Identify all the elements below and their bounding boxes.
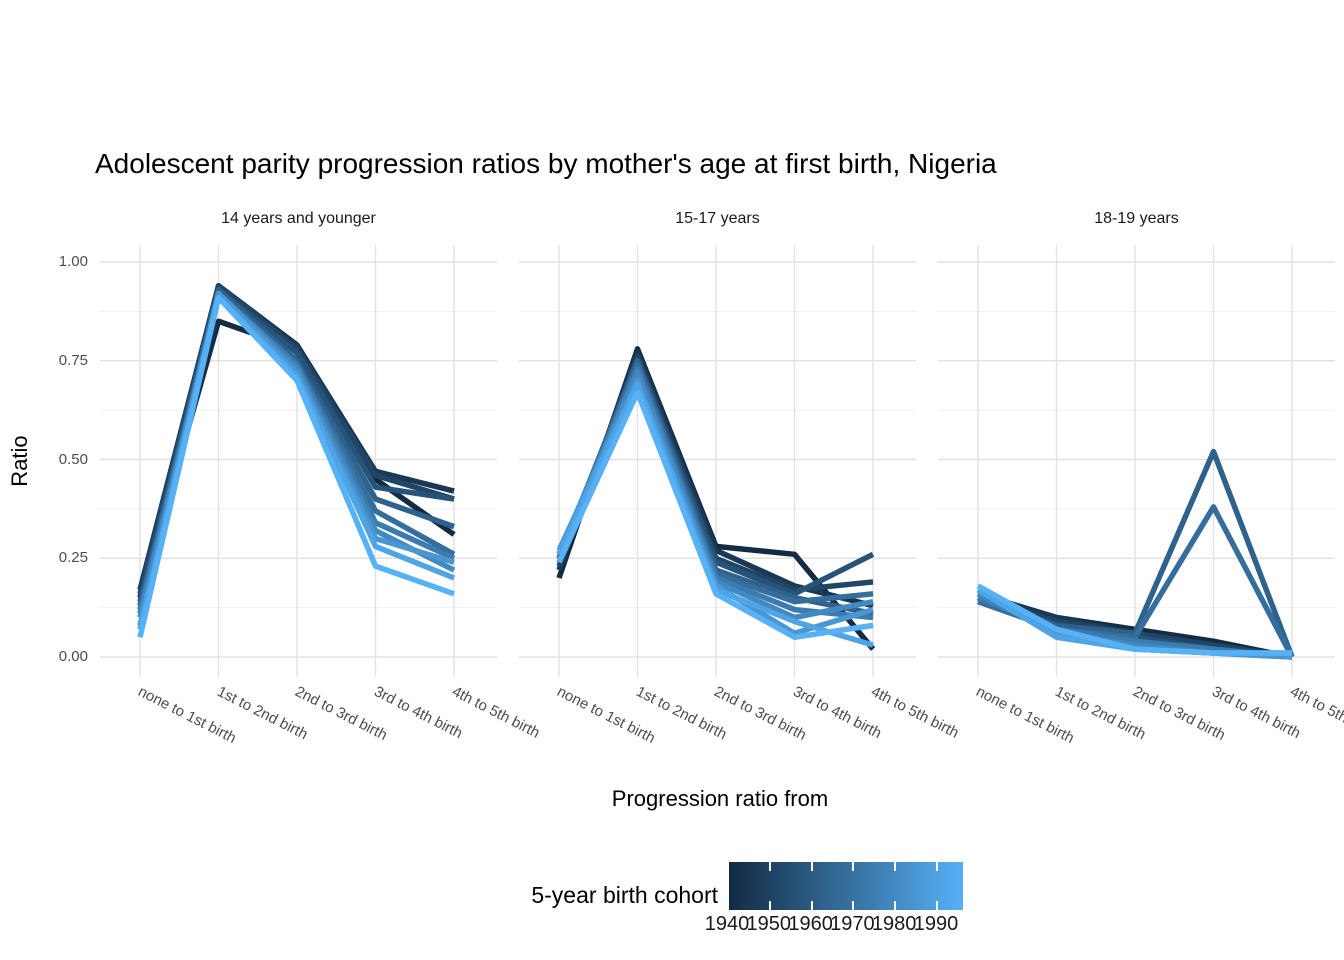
legend-tick-mark (894, 862, 897, 871)
x-tick-label: 4th to 5th birth (449, 683, 543, 742)
chart-title: Adolescent parity progression ratios by … (95, 148, 997, 179)
legend-tick-mark (852, 901, 855, 910)
y-tick-label: 0.75 (58, 351, 88, 369)
legend-tick-label: 1940 (704, 913, 750, 935)
legend-tick-mark (810, 862, 813, 871)
legend-tick-label: 1980 (871, 913, 917, 935)
legend-tick-label: 1950 (746, 913, 792, 935)
cohort-line-1990 (976, 583, 1292, 656)
facet-strip-label: 15-17 years (675, 210, 760, 227)
cohort-line-1990 (137, 294, 455, 638)
facet-strip-label: 18-19 years (1094, 210, 1179, 227)
y-tick-label: 0.25 (58, 549, 88, 567)
legend-tick-mark (768, 862, 771, 871)
y-tick-label: 1.00 (58, 253, 88, 270)
facet-panel (519, 245, 916, 677)
legend-colorbar (729, 862, 963, 910)
y-tick-label: 0.00 (58, 648, 88, 665)
facet-panel (100, 245, 497, 677)
facet-panel (938, 245, 1335, 677)
y-tick-label: 0.50 (58, 450, 88, 468)
legend-tick-mark (936, 862, 938, 871)
legend-tick-label: 1990 (913, 913, 959, 935)
legend-title: 5-year birth cohort (531, 882, 718, 908)
legend-tick-mark (852, 862, 855, 871)
legend-tick-mark (810, 901, 813, 910)
legend-tick-mark (894, 901, 897, 910)
y-axis-title: Ratio (7, 435, 32, 487)
x-axis-title: Progression ratio from (611, 786, 829, 811)
legend-tick-mark (768, 901, 771, 910)
legend-tick-label: 1970 (830, 913, 875, 935)
facet-strip-label: 14 years and younger (221, 210, 376, 227)
legend-tick-label: 1960 (788, 913, 833, 935)
cohort-line-1990 (556, 389, 874, 640)
x-tick-label: 4th to 5th birth (868, 683, 962, 742)
legend-tick-mark (936, 901, 938, 910)
